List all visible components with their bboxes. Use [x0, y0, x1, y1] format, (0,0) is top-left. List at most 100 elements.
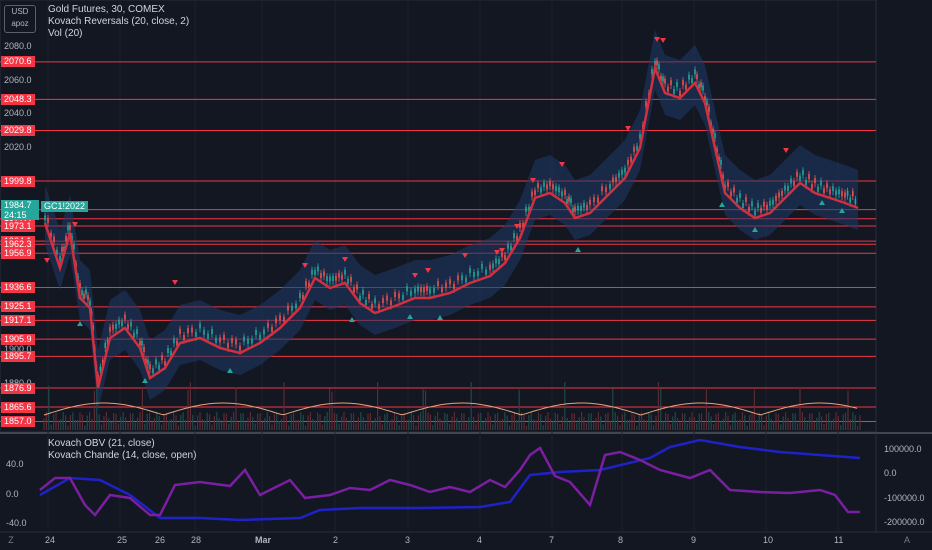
reversal-down-marker: [654, 37, 660, 42]
candle-body: [700, 82, 702, 88]
candle-body: [739, 193, 741, 199]
level-price-label: 2048.3: [1, 93, 35, 105]
legend-kovach-obv[interactable]: Kovach OBV (21, close): [48, 438, 155, 449]
candle-body: [492, 263, 494, 269]
candle-body: [757, 202, 759, 208]
candle-body: [778, 192, 780, 198]
candle-body: [654, 60, 656, 66]
candle-body: [580, 205, 582, 211]
candle-body: [61, 247, 63, 253]
candle-body: [667, 86, 669, 92]
obv-axis-tick: 100000.0: [884, 444, 922, 454]
candle-body: [754, 210, 756, 216]
candle-body: [382, 298, 384, 304]
candle-body: [121, 320, 123, 326]
candle-body: [469, 268, 471, 274]
level-price-label: 1895.7: [1, 350, 35, 362]
candle-body: [720, 160, 722, 166]
legend-volume[interactable]: Vol (20): [48, 28, 83, 39]
time-axis-tick: 3: [405, 535, 411, 545]
reversal-up-marker: [819, 200, 825, 205]
candle-body: [63, 246, 65, 252]
candle-body: [326, 276, 328, 282]
candle-body: [751, 201, 753, 207]
candle-body: [846, 190, 849, 196]
candle-body: [320, 273, 322, 279]
candle-body: [564, 190, 566, 196]
candle-body: [136, 329, 138, 335]
currency-selector[interactable]: USD apoz: [4, 5, 36, 33]
candle-body: [597, 197, 599, 203]
candle-body: [365, 299, 367, 305]
candle-body: [323, 271, 325, 277]
candle-body: [267, 322, 269, 328]
candle-body: [540, 187, 542, 193]
candle-body: [287, 305, 289, 311]
candle-body: [658, 64, 660, 70]
candle-body: [820, 180, 822, 186]
main-legend: Gold Futures, 30, COMEX Kovach Reversals…: [48, 4, 189, 40]
legend-kovach-chande[interactable]: Kovach Chande (14, close, open): [48, 450, 197, 461]
time-axis-tick: 4: [477, 535, 483, 545]
kovach-chande-line: [39, 446, 860, 517]
candle-body: [621, 169, 623, 175]
oscillator-axis-tick: 0.0: [6, 489, 19, 499]
candle-body: [152, 368, 154, 374]
candle-body: [449, 279, 451, 285]
candle-body: [47, 217, 49, 223]
candle-body: [164, 360, 166, 366]
currency-sub-label: apoz: [11, 19, 29, 28]
candle-body: [350, 276, 352, 282]
time-axis-tick: 7: [549, 535, 555, 545]
reversal-down-marker: [172, 280, 178, 285]
reversal-down-marker: [72, 222, 78, 227]
level-price-label: 1865.6: [1, 401, 35, 413]
reversal-up-marker: [839, 208, 845, 213]
candle-body: [670, 80, 672, 86]
candle-body: [572, 207, 574, 213]
legend-kovach-reversals[interactable]: Kovach Reversals (20, close, 2): [48, 16, 190, 27]
candle-body: [271, 326, 273, 332]
candle-body: [656, 60, 658, 66]
candle-body: [507, 243, 509, 249]
reversal-up-marker: [77, 321, 83, 326]
reversal-down-marker: [412, 273, 418, 278]
candle-body: [362, 290, 364, 296]
candle-body: [59, 255, 61, 261]
candle-body: [531, 191, 533, 197]
candle-body: [733, 187, 735, 193]
timezone-button[interactable]: Z: [8, 535, 14, 545]
candle-body: [67, 225, 69, 231]
reversal-down-marker: [499, 248, 505, 253]
candle-body: [347, 278, 349, 284]
candle-body: [161, 355, 163, 361]
candle-body: [698, 83, 700, 89]
candle-body: [811, 183, 813, 189]
last-price-value: 1984.7: [4, 200, 32, 210]
level-price-label: 2029.8: [1, 125, 35, 137]
candle-body: [398, 293, 400, 299]
candle-body: [543, 182, 545, 188]
auto-scale-button[interactable]: A: [903, 535, 910, 545]
candle-body: [583, 202, 585, 208]
reversal-down-marker: [302, 263, 308, 268]
candle-body: [805, 179, 807, 185]
candle-body: [772, 199, 774, 205]
chart-title[interactable]: Gold Futures, 30, COMEX: [48, 4, 165, 15]
candle-body: [308, 282, 310, 288]
level-price-label: 1917.1: [1, 314, 35, 326]
reversal-down-marker: [462, 253, 468, 258]
candle-body: [133, 332, 135, 338]
candle-body: [374, 298, 376, 304]
candle-body: [593, 197, 595, 203]
candle-body: [814, 178, 816, 184]
candle-body: [601, 186, 603, 192]
candle-body: [513, 233, 515, 239]
candle-body: [109, 326, 111, 332]
candle-body: [708, 106, 710, 112]
candle-body: [85, 289, 87, 295]
candle-body: [139, 340, 141, 346]
candle-body: [211, 329, 213, 335]
candle-body: [338, 272, 340, 278]
